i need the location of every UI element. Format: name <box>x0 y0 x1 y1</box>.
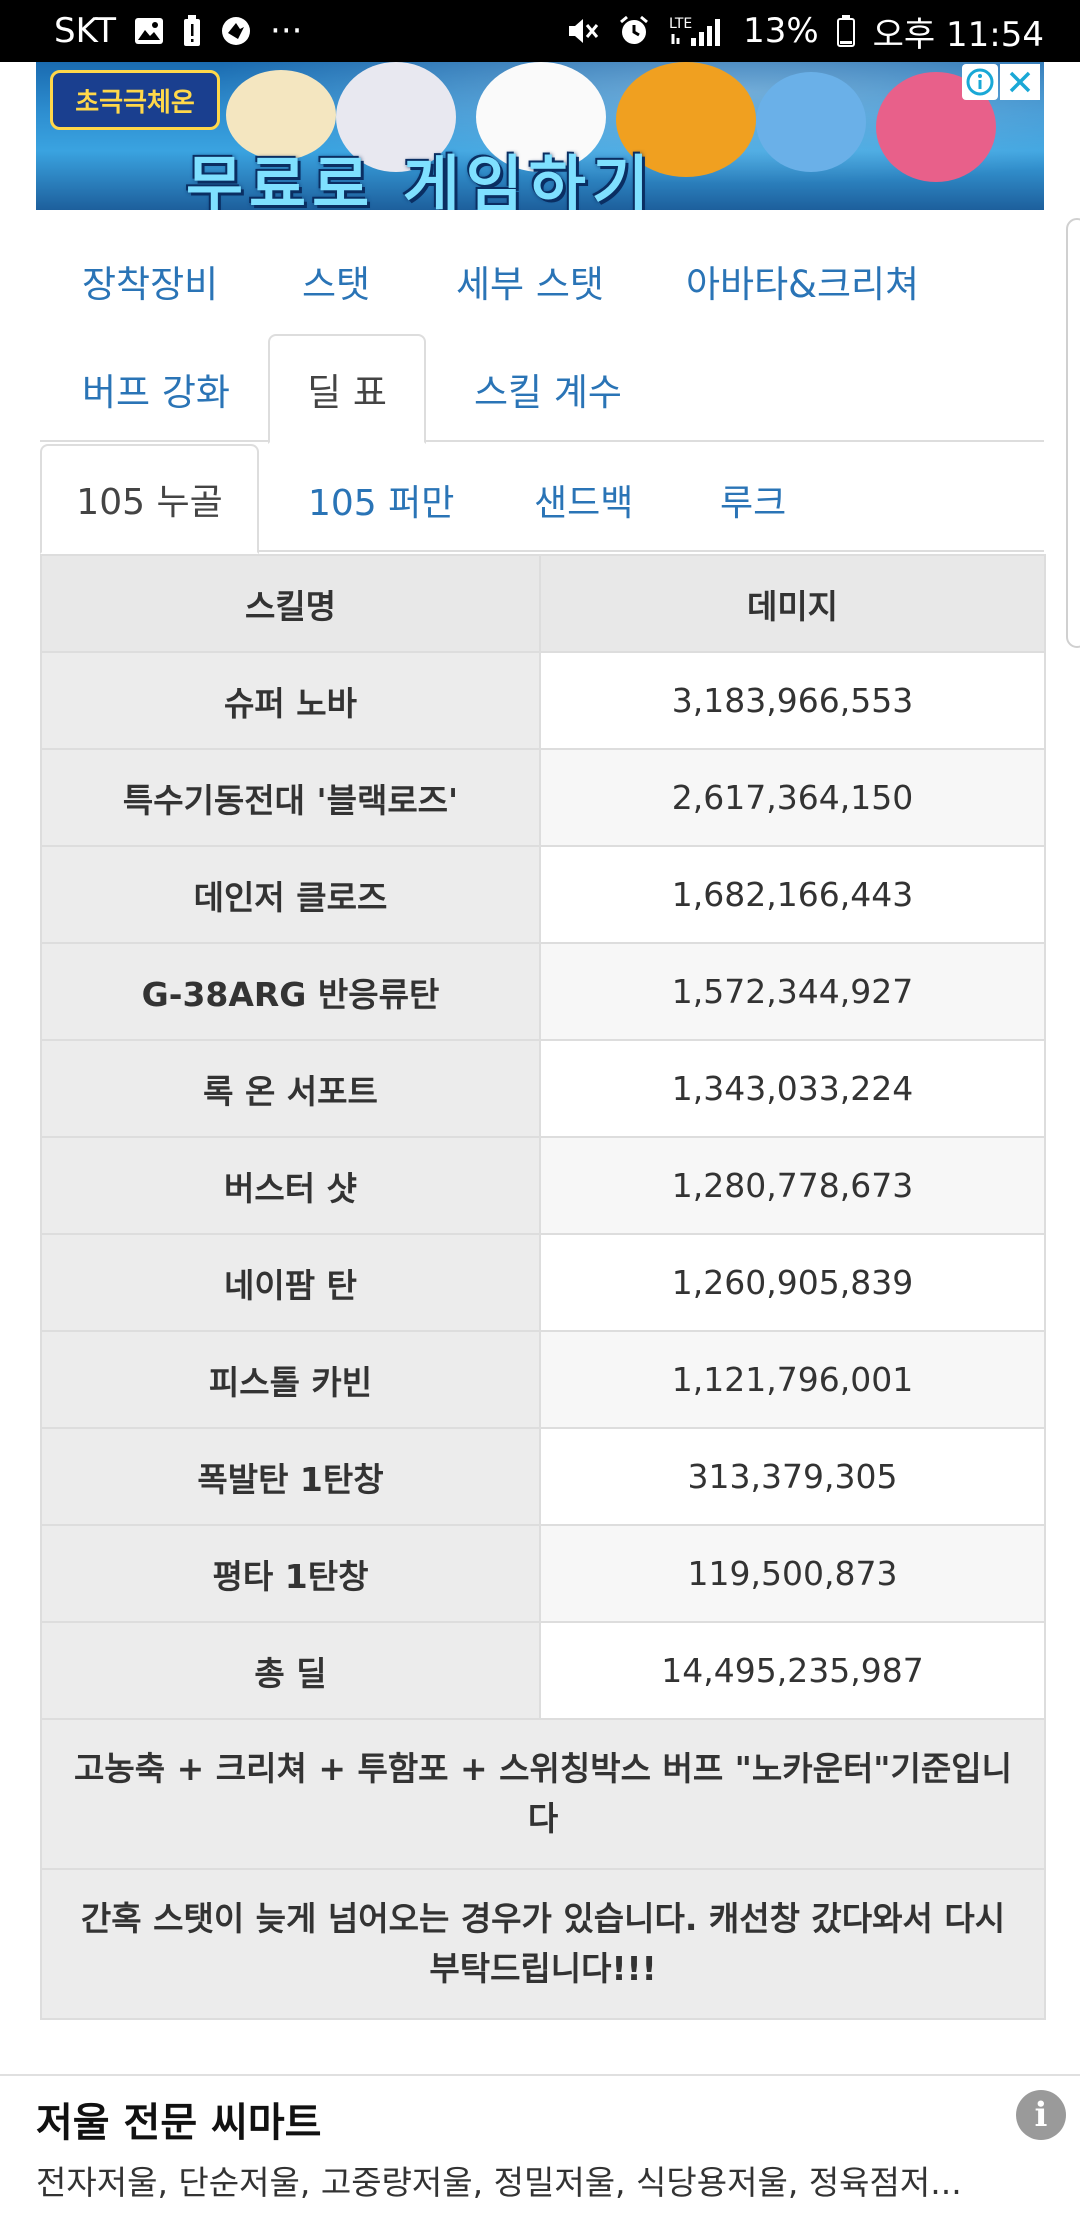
table-row: 버스터 샷 1,280,778,673 <box>40 1136 1046 1235</box>
skill-name: 네이팜 탄 <box>40 1233 541 1332</box>
ad-character-image <box>756 72 866 172</box>
skill-name: 평타 1탄창 <box>40 1524 541 1623</box>
damage-table: 스킬명 데미지 슈퍼 노바 3,183,966,553 특수기동전대 '블랙로즈… <box>40 554 1046 2020</box>
subtab-105-nugol[interactable]: 105 누골 <box>40 444 259 554</box>
table-header-row: 스킬명 데미지 <box>40 554 1046 653</box>
tab-skill-coefficient[interactable]: 스킬 계수 <box>474 371 622 414</box>
ad-character-image <box>476 62 606 172</box>
main-tabs: 장착장비 스탯 세부 스탯 아바타&크리쳐 버프 강화 딜 표 스킬 계수 <box>40 230 1044 444</box>
more-notifications-icon: ··· <box>270 11 303 51</box>
ad-banner[interactable]: 초극극체온 무료로 게임하기 <box>36 62 1044 210</box>
battery-icon <box>836 15 855 47</box>
damage-value: 119,500,873 <box>539 1524 1046 1623</box>
subtab-105-permanent[interactable]: 105 퍼만 <box>308 483 455 524</box>
header-damage: 데미지 <box>539 554 1046 653</box>
ad-headline: 무료로 게임하기 <box>186 148 655 210</box>
subtab-sandbag[interactable]: 샌드백 <box>534 483 634 524</box>
damage-value: 14,495,235,987 <box>539 1621 1046 1720</box>
skill-name: 피스톨 카빈 <box>40 1330 541 1429</box>
ad-game-logo: 초극극체온 <box>50 70 220 130</box>
damage-value: 1,572,344,927 <box>539 942 1046 1041</box>
damage-value: 2,617,364,150 <box>539 748 1046 847</box>
carrier-label: SKT <box>54 11 117 51</box>
sub-tabs: 105 누골 105 퍼만 샌드백 루크 <box>40 442 1044 554</box>
table-row: 피스톨 카빈 1,121,796,001 <box>40 1330 1046 1429</box>
ad-info-icon[interactable]: i <box>1016 2090 1066 2140</box>
tab-stats[interactable]: 스탯 <box>302 263 371 306</box>
damage-value: 1,280,778,673 <box>539 1136 1046 1235</box>
subtab-luke[interactable]: 루크 <box>720 483 787 524</box>
table-row: 네이팜 탄 1,260,905,839 <box>40 1233 1046 1332</box>
damage-value: 1,121,796,001 <box>539 1330 1046 1429</box>
ad-character-image <box>336 62 456 172</box>
damage-value: 1,682,166,443 <box>539 845 1046 944</box>
mute-icon <box>565 15 599 47</box>
damage-value: 3,183,966,553 <box>539 651 1046 750</box>
tab-equipment[interactable]: 장착장비 <box>82 263 219 306</box>
skill-name: G-38ARG 반응류탄 <box>40 942 541 1041</box>
table-note-row: 고농축 + 크리쳐 + 투함포 + 스위칭박스 버프 "노카운터"기준입니다 <box>40 1718 1046 1870</box>
tab-detailed-stats[interactable]: 세부 스탯 <box>456 263 604 306</box>
bottom-ad-description: 전자저울, 단순저울, 고중량저울, 정밀저울, 식당용저울, 정육점저... <box>36 2163 962 2202</box>
table-row-total: 총 딜 14,495,235,987 <box>40 1621 1046 1720</box>
table-row: 평타 1탄창 119,500,873 <box>40 1524 1046 1623</box>
table-row: 록 온 서포트 1,343,033,224 <box>40 1039 1046 1138</box>
damage-value: 1,343,033,224 <box>539 1039 1046 1138</box>
skill-name: 총 딜 <box>40 1621 541 1720</box>
tab-buff[interactable]: 버프 강화 <box>82 371 230 414</box>
ad-close-icon[interactable] <box>1000 64 1040 100</box>
lte-signal-icon: LTE <box>669 14 725 48</box>
skill-name: 특수기동전대 '블랙로즈' <box>40 748 541 847</box>
skill-name: 록 온 서포트 <box>40 1039 541 1138</box>
table-row: 특수기동전대 '블랙로즈' 2,617,364,150 <box>40 748 1046 847</box>
ad-character-image <box>616 62 756 177</box>
table-row: 슈퍼 노바 3,183,966,553 <box>40 651 1046 750</box>
battery-alert-icon <box>182 15 202 47</box>
ad-info-icon[interactable] <box>962 64 998 100</box>
bottom-ad-title[interactable]: 저울 전문 씨마트 <box>36 2100 322 2146</box>
damage-value: 1,260,905,839 <box>539 1233 1046 1332</box>
table-note-row: 간혹 스탯이 늦게 넘어오는 경우가 있습니다. 캐선창 갔다와서 다시 부탁드… <box>40 1868 1046 2020</box>
image-icon <box>134 17 164 45</box>
svg-text:LTE: LTE <box>669 16 692 32</box>
status-bar: SKT ··· LTE 13% 오후 11:54 <box>0 0 1080 62</box>
skill-name: 슈퍼 노바 <box>40 651 541 750</box>
tab-avatar-creature[interactable]: 아바타&크리쳐 <box>686 263 920 306</box>
clock: 오후 11:54 <box>872 14 1044 55</box>
header-skill-name: 스킬명 <box>40 554 541 653</box>
game-launcher-icon <box>220 15 252 47</box>
table-note: 간혹 스탯이 늦게 넘어오는 경우가 있습니다. 캐선창 갔다와서 다시 부탁드… <box>40 1868 1046 2020</box>
skill-name: 데인저 클로즈 <box>40 845 541 944</box>
table-row: 데인저 클로즈 1,682,166,443 <box>40 845 1046 944</box>
skill-name: 버스터 샷 <box>40 1136 541 1235</box>
ad-character-image <box>226 70 336 160</box>
table-row: G-38ARG 반응류탄 1,572,344,927 <box>40 942 1046 1041</box>
table-row: 폭발탄 1탄창 313,379,305 <box>40 1427 1046 1526</box>
edge-panel-handle[interactable] <box>1066 218 1080 648</box>
bottom-ad[interactable]: 저울 전문 씨마트 전자저울, 단순저울, 고중량저울, 정밀저울, 식당용저울… <box>0 2074 1080 2220</box>
skill-name: 폭발탄 1탄창 <box>40 1427 541 1526</box>
battery-percent: 13% <box>743 11 819 51</box>
tab-damage-table[interactable]: 딜 표 <box>268 334 426 444</box>
damage-value: 313,379,305 <box>539 1427 1046 1526</box>
table-note: 고농축 + 크리쳐 + 투함포 + 스위칭박스 버프 "노카운터"기준입니다 <box>40 1718 1046 1870</box>
alarm-icon <box>617 14 651 48</box>
